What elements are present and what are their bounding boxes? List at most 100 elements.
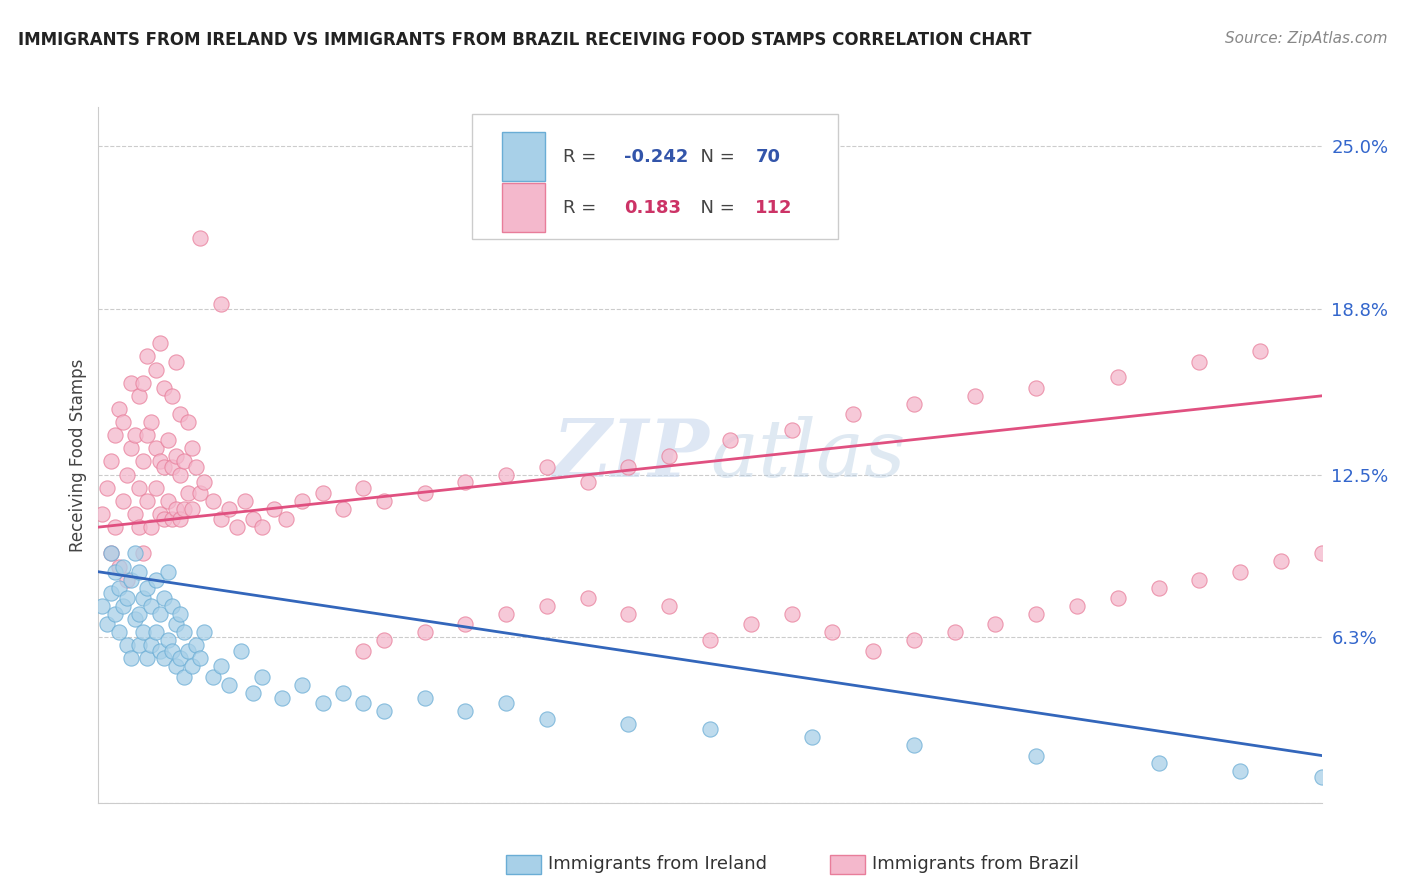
Point <box>104 520 127 534</box>
Point <box>104 565 127 579</box>
Point <box>128 389 150 403</box>
Point <box>274 512 297 526</box>
Point <box>132 546 155 560</box>
Point <box>454 475 477 490</box>
Text: Immigrants from Brazil: Immigrants from Brazil <box>872 855 1078 873</box>
Point <box>124 428 146 442</box>
Point <box>111 494 134 508</box>
Point <box>218 678 240 692</box>
Point <box>193 475 215 490</box>
Point <box>165 449 187 463</box>
Point <box>160 459 183 474</box>
Point <box>149 507 172 521</box>
Point <box>413 625 436 640</box>
Point <box>373 633 395 648</box>
Point <box>226 520 249 534</box>
Point <box>658 449 681 463</box>
Point <box>1147 756 1170 771</box>
Point <box>1310 546 1333 560</box>
Point <box>536 712 558 726</box>
Point <box>576 475 599 490</box>
Point <box>132 625 155 640</box>
Point <box>128 607 150 621</box>
Point <box>160 389 183 403</box>
Text: Immigrants from Ireland: Immigrants from Ireland <box>548 855 768 873</box>
Point <box>96 481 118 495</box>
Point <box>801 730 824 744</box>
Point <box>186 459 208 474</box>
Point <box>132 454 155 468</box>
Point <box>136 494 159 508</box>
Point <box>128 520 150 534</box>
Point <box>1066 599 1088 613</box>
Point <box>699 633 721 648</box>
Point <box>141 520 163 534</box>
Point <box>169 607 191 621</box>
Point <box>165 617 187 632</box>
Point <box>352 696 374 710</box>
Point <box>104 428 127 442</box>
Point <box>270 690 294 705</box>
Point <box>177 415 200 429</box>
Point <box>145 481 167 495</box>
Point <box>250 670 273 684</box>
Point <box>91 507 114 521</box>
Point <box>160 512 183 526</box>
Point <box>152 512 174 526</box>
Point <box>373 704 395 718</box>
Point <box>312 696 335 710</box>
Point <box>536 599 558 613</box>
Point <box>495 696 517 710</box>
Point <box>100 586 122 600</box>
Point <box>91 599 114 613</box>
Point <box>903 633 925 648</box>
Text: ZIP: ZIP <box>553 417 710 493</box>
Text: R =: R = <box>564 147 602 166</box>
Point <box>128 638 150 652</box>
Point <box>165 355 187 369</box>
Point <box>291 494 314 508</box>
Point <box>145 573 167 587</box>
Point <box>242 512 264 526</box>
Point <box>115 638 138 652</box>
Point <box>841 407 863 421</box>
Point <box>120 573 142 587</box>
Point <box>699 723 721 737</box>
Point <box>576 591 599 605</box>
Point <box>124 507 146 521</box>
Point <box>136 581 159 595</box>
Point <box>821 625 844 640</box>
Text: 112: 112 <box>755 199 793 217</box>
Point <box>218 501 240 516</box>
FancyBboxPatch shape <box>471 114 838 239</box>
Point <box>141 415 163 429</box>
Point <box>903 397 925 411</box>
Point <box>132 376 155 390</box>
Text: N =: N = <box>689 147 741 166</box>
Point <box>145 442 167 456</box>
FancyBboxPatch shape <box>502 132 546 181</box>
Point <box>291 678 314 692</box>
Point <box>115 573 138 587</box>
Point <box>413 690 436 705</box>
Point <box>250 520 273 534</box>
Point <box>100 454 122 468</box>
Point <box>903 738 925 752</box>
Point <box>141 599 163 613</box>
Point <box>152 459 174 474</box>
Point <box>160 599 183 613</box>
Point <box>128 481 150 495</box>
Point <box>1270 554 1292 568</box>
Point <box>201 670 224 684</box>
Point <box>108 581 131 595</box>
Point <box>156 494 179 508</box>
Point <box>173 625 195 640</box>
Point <box>124 546 146 560</box>
Point <box>177 486 200 500</box>
Text: IMMIGRANTS FROM IRELAND VS IMMIGRANTS FROM BRAZIL RECEIVING FOOD STAMPS CORRELAT: IMMIGRANTS FROM IRELAND VS IMMIGRANTS FR… <box>18 31 1032 49</box>
Text: -0.242: -0.242 <box>624 147 689 166</box>
Point <box>740 617 762 632</box>
Point <box>965 389 987 403</box>
Point <box>1025 381 1047 395</box>
Text: Source: ZipAtlas.com: Source: ZipAtlas.com <box>1225 31 1388 46</box>
